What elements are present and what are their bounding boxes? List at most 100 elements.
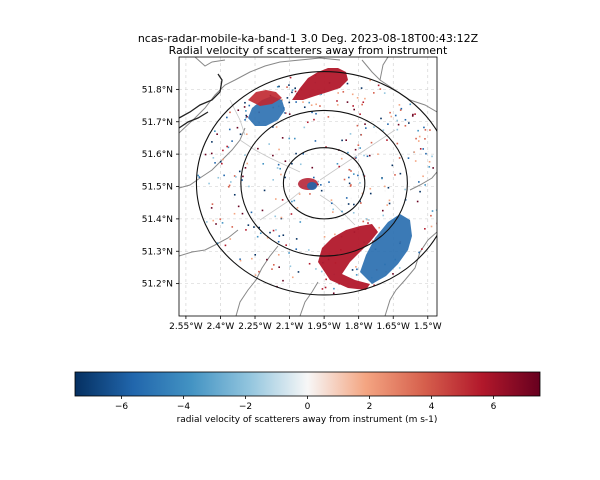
echo-pixel [324,286,327,289]
echo-pixel [212,219,215,222]
echo-pixel [238,170,241,173]
echo-pixel [352,105,354,107]
echo-pixel [382,129,385,131]
echo-pixel [279,167,281,170]
echo-pixel [258,258,261,261]
map-borders [179,57,437,316]
echo-pixel [332,292,335,295]
border-line [299,281,319,316]
echo-regions [248,68,412,290]
echo-pixel [396,119,399,122]
echo-pixel [282,234,285,237]
echo-blob-southeast-red [318,224,378,290]
echo-pixel [277,253,280,256]
echo-pixel [244,101,246,104]
echo-pixel [210,152,213,155]
echo-pixel [360,202,362,204]
echo-pixel [295,101,297,103]
echo-pixel [391,164,394,167]
echo-pixel [275,229,277,231]
echo-pixel [348,176,350,179]
echo-pixel [325,278,327,281]
echo-pixel [334,233,336,236]
x-tick-label: 2.1°W [276,322,304,332]
echo-pixel [245,133,248,136]
echo-pixel [367,153,369,156]
echo-pixel [442,162,444,164]
echo-pixel [237,205,240,208]
echo-pixel [299,163,302,166]
echo-pixel [418,251,420,254]
echo-pixel [353,108,355,111]
echo-pixel [387,186,390,189]
echo-pixel [211,141,213,143]
echo-pixel [382,214,385,217]
x-tick-label: 1.95°W [307,322,341,332]
echo-pixel [233,193,236,196]
echo-pixel [224,244,227,247]
border-line [384,231,437,316]
echo-pixel [272,179,274,181]
echo-pixel [226,145,228,148]
echo-pixel [368,154,371,157]
echo-pixel [229,111,231,114]
echo-pixel [388,202,391,205]
echo-pixel [419,190,421,193]
echo-pixel [445,197,447,199]
echo-pixel [226,116,228,119]
echo-blob-southeast-blue [360,214,412,284]
echo-pixel [257,147,259,150]
echo-pixel [355,156,357,159]
echo-pixel [419,148,422,150]
echo-pixel [256,235,259,238]
echo-pixel [379,88,382,90]
echo-pixel [293,199,296,202]
colorbar-ticks: −6 −4 −2 0 2 4 6 [115,396,497,412]
echo-pixel [422,148,425,150]
echo-pixel [338,165,341,168]
echo-pixel [356,268,358,271]
echo-pixel [340,157,343,160]
road-line [229,99,246,136]
colorbar: −6 −4 −2 0 2 4 6 radial velocity of scatterers… [74,371,541,425]
road-line [259,191,301,221]
road-line [239,139,301,173]
echo-pixel [447,210,449,212]
echo-pixel [418,135,421,138]
echo-pixel [290,213,293,215]
echo-pixel [278,266,280,268]
echo-pixel [331,201,333,204]
range-ring [282,147,366,220]
road-line [319,194,356,226]
x-tick-label: 2.4°W [207,322,235,332]
x-tick-label: 2.55°W [169,322,203,332]
echo-pixel [386,204,389,206]
echo-pixel [427,150,429,153]
y-tick-label: 51.6°N [142,150,173,160]
echo-pixel [429,129,431,131]
echo-pixel [269,231,271,234]
echo-pixel [377,153,379,155]
echo-pixel [308,262,311,265]
echo-pixel [417,129,419,132]
echo-pixel [423,126,425,129]
echo-pixel [291,162,293,165]
echo-pixel [219,160,222,163]
echo-pixel [280,173,282,176]
echo-pixel [367,222,369,224]
colorbar-label: radial velocity of scatterers away from … [177,415,438,425]
echo-pixel [244,167,247,169]
echo-pixel [289,76,292,79]
echo-pixel [230,181,232,183]
echo-pixel [317,183,319,186]
echo-pixel [241,179,243,181]
echo-pixel [356,154,359,156]
echo-pixel [275,126,278,128]
echo-pixel [279,118,282,121]
echo-pixel [315,103,317,106]
chart-title-line2: Radial velocity of scatterers away from … [169,44,448,57]
echo-pixel [239,133,242,136]
echo-pixel [251,257,253,260]
echo-pixel [217,176,220,179]
echo-pixel [247,163,250,166]
